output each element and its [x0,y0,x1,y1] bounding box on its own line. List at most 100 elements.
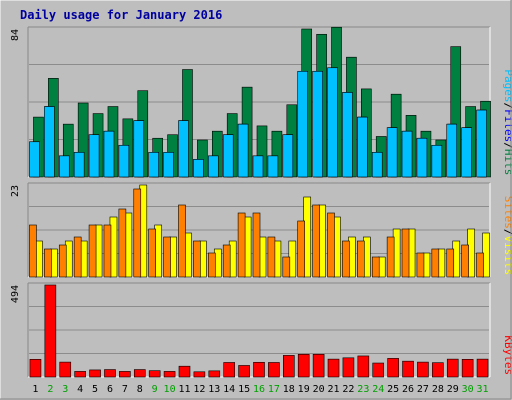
bar-pages-day-1 [29,141,40,178]
bar-sites-day-6 [103,224,112,278]
legend-item: Sites [502,196,512,229]
legend-item: Files [502,109,512,142]
bar-sites-day-5 [88,224,97,278]
bar-sites-day-29 [446,248,455,278]
bar-kbytes-day-25 [387,358,399,378]
bar-pages-day-5 [88,134,100,178]
bar-pages-day-26 [401,130,413,178]
bar-sites-day-13 [207,252,216,278]
bar-pages-day-27 [416,137,428,178]
chart-title: Daily usage for January 2016 [20,8,222,22]
bar-pages-day-31 [476,109,487,178]
bar-kbytes-day-16 [253,361,265,378]
x-tick-label: 14 [223,384,235,395]
bar-pages-day-10 [163,152,174,178]
bar-sites-day-4 [73,236,82,278]
bar-pages-day-12 [193,159,204,178]
bar-sites-day-15 [237,212,246,278]
bar-pages-day-28 [431,144,443,178]
bar-kbytes-day-22 [342,357,355,378]
bar-sites-day-2 [44,248,52,278]
bar-pages-day-6 [103,130,115,178]
x-tick-label: 1 [32,384,38,395]
x-tick-label: 30 [462,384,474,395]
bar-kbytes-day-10 [163,371,176,378]
bar-sites-day-30 [461,244,469,278]
x-tick-label: 22 [342,384,354,395]
bar-sites-day-26 [401,228,410,278]
x-tick-label: 16 [253,384,265,395]
bar-pages-day-25 [386,127,398,178]
bar-sites-day-31 [476,252,484,278]
x-tick-label: 13 [208,384,220,395]
x-tick-label: 2 [47,384,53,395]
bar-kbytes-day-29 [446,358,459,378]
x-tick-label: 7 [122,384,128,395]
bar-kbytes-day-1 [29,359,42,378]
panel-kbytes: 494 KBytes [10,282,512,378]
bar-sites-day-25 [386,236,395,278]
bar-pages-day-7 [118,144,130,178]
bar-kbytes-day-2 [44,284,57,378]
y-max-label: 23 [10,185,21,197]
bar-sites-day-9 [148,228,156,278]
x-tick-label: 18 [283,384,295,395]
x-tick-label: 25 [387,384,399,395]
panel-visits-sites: 23 Sites/Visits [10,182,512,278]
panels-layer: 84Pages/Files/Hits23Sites/Visits494KByte… [10,26,512,378]
bar-kbytes-day-17 [268,362,280,378]
bar-kbytes-day-27 [417,361,429,378]
bar-pages-day-23 [357,116,368,178]
bar-kbytes-day-18 [283,355,295,378]
bar-sites-day-18 [282,256,291,278]
bar-kbytes-day-26 [402,360,414,378]
bar-pages-day-14 [222,134,234,178]
legend-item: Hits [502,149,512,176]
bar-pages-day-16 [252,155,264,178]
bar-sites-day-16 [252,212,261,278]
bar-kbytes-day-6 [104,369,116,378]
x-tick-label: 15 [238,384,250,395]
bar-pages-day-8 [133,120,145,178]
bar-sites-day-17 [267,236,276,278]
bars-hits-files-pages [29,26,491,178]
x-tick-label: 12 [193,384,205,395]
x-tick-label: 29 [447,384,459,395]
bar-sites-day-22 [342,240,350,278]
bar-kbytes-day-13 [208,370,221,378]
bar-kbytes-day-5 [89,369,101,378]
bar-sites-day-3 [58,244,67,278]
bar-sites-day-1 [29,224,37,278]
bar-pages-day-13 [207,155,219,178]
bar-pages-day-3 [58,155,70,178]
x-tick-label: 21 [327,384,339,395]
bar-kbytes-day-15 [238,365,250,378]
bar-pages-day-18 [282,134,294,178]
bar-sites-day-10 [163,236,171,278]
legend-hits-files-pages: Pages/Files/Hits [502,69,512,175]
bar-pages-day-21 [327,67,338,178]
bar-sites-day-19 [297,220,306,278]
bar-kbytes-day-8 [133,369,146,378]
bar-pages-day-30 [461,127,472,178]
bar-kbytes-day-20 [312,353,325,378]
bar-kbytes-day-12 [193,371,206,378]
x-tick-label: 11 [178,384,190,395]
bar-pages-day-29 [446,123,458,178]
legend-item: Pages [502,69,512,102]
bar-pages-day-9 [148,152,159,178]
bars-kbytes [29,284,489,378]
bar-sites-day-11 [178,204,186,278]
bar-kbytes-day-3 [59,361,72,378]
x-tick-label: 28 [432,384,444,395]
bar-kbytes-day-24 [372,362,385,378]
x-tick-label: 24 [372,384,384,395]
bar-kbytes-day-30 [461,359,474,378]
legend-item: / [502,103,512,110]
x-tick-label: 8 [137,384,143,395]
bar-pages-day-11 [178,120,189,178]
